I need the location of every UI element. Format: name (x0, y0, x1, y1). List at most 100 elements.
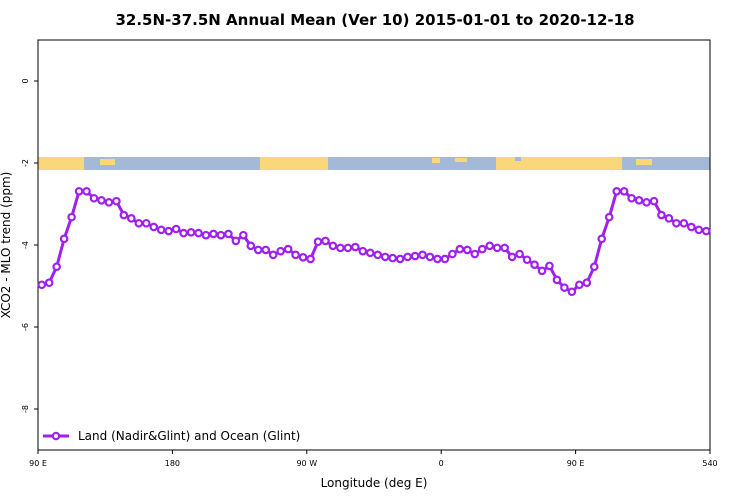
x-axis-label: Longitude (deg E) (321, 476, 428, 490)
data-point (545, 261, 554, 271)
data-point (119, 210, 129, 220)
data-point (477, 244, 487, 254)
data-point (679, 218, 689, 228)
data-point (112, 196, 121, 206)
data-point (201, 230, 211, 240)
data-point (127, 214, 136, 223)
data-point (141, 218, 151, 228)
data-point (253, 245, 263, 255)
y-tick-label: -6 (21, 323, 30, 331)
data-point (97, 196, 106, 205)
data-point (246, 241, 256, 251)
y-tick-label: -2 (21, 159, 30, 167)
data-point (567, 287, 577, 297)
data-point (492, 243, 502, 253)
data-point (537, 266, 547, 276)
data-point (134, 218, 144, 228)
data-point (627, 193, 636, 203)
land-band (100, 159, 115, 165)
y-axis-label: XCO2 - MLO trend (ppm) (0, 172, 13, 319)
data-point (380, 252, 390, 262)
legend-label: Land (Nadir&Glint) and Ocean (Glint) (78, 429, 300, 443)
data-point (261, 245, 271, 255)
data-point (634, 196, 644, 205)
data-point (395, 254, 405, 264)
data-point (552, 275, 562, 285)
land-band (38, 157, 84, 170)
data-point (231, 236, 241, 246)
land-band (496, 157, 622, 170)
data-point (694, 225, 704, 235)
data-point (403, 252, 412, 262)
ocean-band (515, 157, 521, 161)
data-point (59, 234, 69, 244)
data-point (44, 278, 54, 288)
data-point (485, 241, 495, 251)
x-tick-label: 180 (165, 459, 180, 468)
y-tick-label: -8 (21, 405, 30, 413)
y-tick-label: -4 (21, 241, 30, 249)
x-tick-label: 90 E (567, 459, 585, 468)
data-point (672, 218, 681, 228)
data-point (209, 229, 218, 239)
data-point (440, 254, 450, 264)
legend-marker (51, 431, 61, 441)
x-tick-label: 90 W (296, 459, 317, 468)
data-point (388, 253, 397, 263)
data-point (649, 196, 659, 206)
data-point (291, 250, 300, 260)
data-point (515, 249, 524, 259)
data-point (351, 242, 360, 252)
data-point (179, 228, 188, 238)
land-band (455, 158, 467, 162)
data-point (313, 237, 323, 247)
data-point (373, 250, 383, 260)
data-point (336, 243, 345, 253)
data-point (194, 228, 203, 238)
data-point (171, 224, 181, 234)
data-point (522, 255, 532, 265)
data-point (425, 252, 435, 262)
chart-title: 32.5N-37.5N Annual Mean (Ver 10) 2015-01… (115, 11, 634, 29)
data-point (589, 262, 599, 272)
data-point (74, 186, 84, 196)
data-point (104, 198, 114, 207)
x-tick-label: 0 (439, 459, 444, 468)
data-point (224, 229, 233, 239)
data-point (619, 186, 629, 196)
land-band (260, 157, 328, 170)
data-point (306, 254, 315, 264)
x-tick-label: 90 E (29, 459, 47, 468)
data-point (582, 278, 592, 288)
data-point (575, 280, 584, 290)
data-point (328, 241, 338, 251)
data-point (186, 227, 196, 237)
data-point (216, 230, 226, 240)
data-point (149, 222, 159, 232)
data-point (343, 243, 353, 253)
y-tick-label: 0 (21, 78, 30, 83)
data-point (530, 260, 539, 269)
land-ocean-strip (38, 157, 710, 170)
land-band (636, 159, 652, 165)
data-point (664, 214, 674, 223)
data-point (37, 280, 47, 290)
data-point (701, 226, 711, 236)
data-point (365, 248, 375, 258)
data-point (657, 210, 666, 220)
x-tick-label: 540 (702, 459, 717, 468)
data-point (448, 249, 457, 259)
data-point (156, 225, 166, 235)
data-point (410, 251, 420, 261)
data-point (268, 250, 278, 260)
data-point (470, 249, 480, 259)
data-point (82, 186, 91, 196)
data-point (604, 212, 614, 222)
data-point (612, 186, 621, 196)
data-point (239, 230, 248, 240)
data-point (597, 234, 607, 244)
data-point (283, 244, 293, 254)
data-point (687, 222, 696, 232)
data-point (321, 236, 330, 246)
